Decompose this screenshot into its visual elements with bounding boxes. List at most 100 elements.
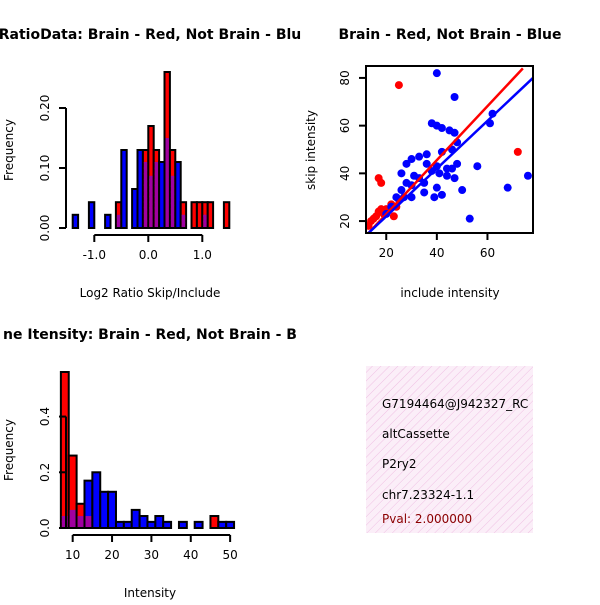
overlap-hatch xyxy=(154,162,159,227)
brain-point xyxy=(377,178,386,187)
info-gene: P2ry2 xyxy=(382,457,417,471)
hist-bar xyxy=(120,149,128,229)
overlap-hatch xyxy=(170,175,175,227)
chart3-title: ne Itensity: Brain - Red, Not Brain - B xyxy=(3,327,297,343)
chart3-axes: 10 20 30 40 50 0.0 0.2 0.4 xyxy=(38,407,238,562)
x-tick-label: 40 xyxy=(183,548,198,562)
y-tick-label: 0.00 xyxy=(38,215,52,242)
x-tick-label: -1.0 xyxy=(83,248,106,262)
hist-bar xyxy=(225,520,236,529)
overlap-hatch xyxy=(116,214,121,227)
not-brain-point xyxy=(450,93,459,102)
chart3-xlabel: Intensity xyxy=(124,586,176,600)
chart3-bars xyxy=(59,371,236,530)
hist-bar xyxy=(206,201,215,229)
not-brain-point xyxy=(503,183,512,192)
not-brain-point xyxy=(432,183,441,192)
not-brain-point xyxy=(415,152,424,161)
info-panel: G7194464@J942327_RC altCassette P2ry2 ch… xyxy=(366,366,533,533)
overlap-hatch xyxy=(181,214,186,227)
overlap-hatch xyxy=(203,214,207,227)
hist-bar xyxy=(138,515,149,529)
not-brain-point xyxy=(450,174,459,183)
hist-bar xyxy=(177,520,188,529)
x-tick-label: 1.0 xyxy=(193,248,212,262)
hist-bar xyxy=(87,201,96,229)
y-tick-label: 0.2 xyxy=(38,463,52,482)
hist-bar xyxy=(209,515,220,529)
hist-bar xyxy=(122,520,133,529)
not-brain-point xyxy=(523,171,532,180)
not-brain-point xyxy=(402,159,411,168)
overlap-hatch xyxy=(85,516,92,527)
chart1-ylabel: Frequency xyxy=(2,119,16,181)
not-brain-point xyxy=(458,186,467,195)
y-tick-label: 40 xyxy=(338,166,352,181)
hist-bar xyxy=(193,520,204,529)
hist-bar xyxy=(71,213,80,230)
chart1-title: RatioData: Brain - Red, Not Brain - Blu xyxy=(0,27,301,43)
brain-fit-line xyxy=(367,67,524,232)
x-tick-label: 0.0 xyxy=(139,248,158,262)
x-tick-label: 10 xyxy=(65,548,80,562)
chart2-axes: 20 40 60 20 40 60 80 xyxy=(338,70,495,260)
y-tick-label: 0.4 xyxy=(38,407,52,426)
not-brain-fit-line xyxy=(367,77,532,232)
not-brain-point xyxy=(450,128,459,137)
not-brain-point xyxy=(473,162,482,171)
not-brain-point xyxy=(437,124,446,133)
x-tick-label: 20 xyxy=(379,246,394,260)
overlap-hatch xyxy=(77,516,84,527)
not-brain-point xyxy=(397,186,406,195)
chart2-ylabel: skip intensity xyxy=(304,110,318,190)
not-brain-point xyxy=(422,159,431,168)
y-tick-label: 20 xyxy=(338,213,352,228)
chart1-axes: -1.0 0.0 1.0 0.00 0.10 0.20 xyxy=(38,95,212,262)
y-tick-label: 60 xyxy=(338,118,352,133)
not-brain-point xyxy=(420,188,429,197)
info-location: chr7.23324-1.1 xyxy=(382,488,474,502)
hist-bar xyxy=(114,520,125,529)
not-brain-point xyxy=(453,159,462,168)
not-brain-point xyxy=(465,214,474,223)
chart2-points xyxy=(367,67,532,232)
info-event-type: altCassette xyxy=(382,427,450,441)
not-brain-point xyxy=(422,150,431,159)
hist-bar xyxy=(107,490,117,529)
hist-bar xyxy=(130,508,141,529)
not-brain-point xyxy=(392,193,401,202)
hist-bar xyxy=(91,471,102,529)
info-panel-background xyxy=(366,366,533,533)
intensity-scatter: Brain - Red, Not Brain - Blue 20 40 60 20 40… xyxy=(304,27,562,300)
hist-bar xyxy=(99,490,110,529)
brain-point xyxy=(389,212,398,221)
x-tick-label: 50 xyxy=(222,548,237,562)
hist-bar xyxy=(162,520,173,529)
not-brain-point xyxy=(397,169,406,178)
overlap-hatch xyxy=(165,138,169,227)
hist-bar xyxy=(146,520,157,529)
ratio-histogram: RatioData: Brain - Red, Not Brain - Blu … xyxy=(0,27,301,300)
intensity-histogram: ne Itensity: Brain - Red, Not Brain - B … xyxy=(2,327,297,600)
chart1-xlabel: Log2 Ratio Skip/Include xyxy=(80,286,221,300)
hist-bar xyxy=(174,161,182,229)
not-brain-point xyxy=(402,178,411,187)
y-tick-label: 0.10 xyxy=(38,155,52,182)
not-brain-point xyxy=(407,155,416,164)
not-brain-point xyxy=(435,169,444,178)
overlap-hatch xyxy=(149,175,153,227)
info-event-id: G7194464@J942327_RC xyxy=(382,397,528,411)
hist-bar xyxy=(59,371,70,529)
not-brain-point xyxy=(437,190,446,199)
chart2-title: Brain - Red, Not Brain - Blue xyxy=(338,27,561,43)
not-brain-point xyxy=(430,193,439,202)
hist-bar xyxy=(154,515,165,529)
brain-point xyxy=(513,147,522,156)
overlap-hatch xyxy=(69,509,76,527)
y-tick-label: 0.20 xyxy=(38,95,52,122)
y-tick-label: 0.0 xyxy=(38,518,52,537)
chart3-ylabel: Frequency xyxy=(2,419,16,481)
overlap-hatch xyxy=(143,162,148,227)
x-tick-label: 60 xyxy=(480,246,495,260)
